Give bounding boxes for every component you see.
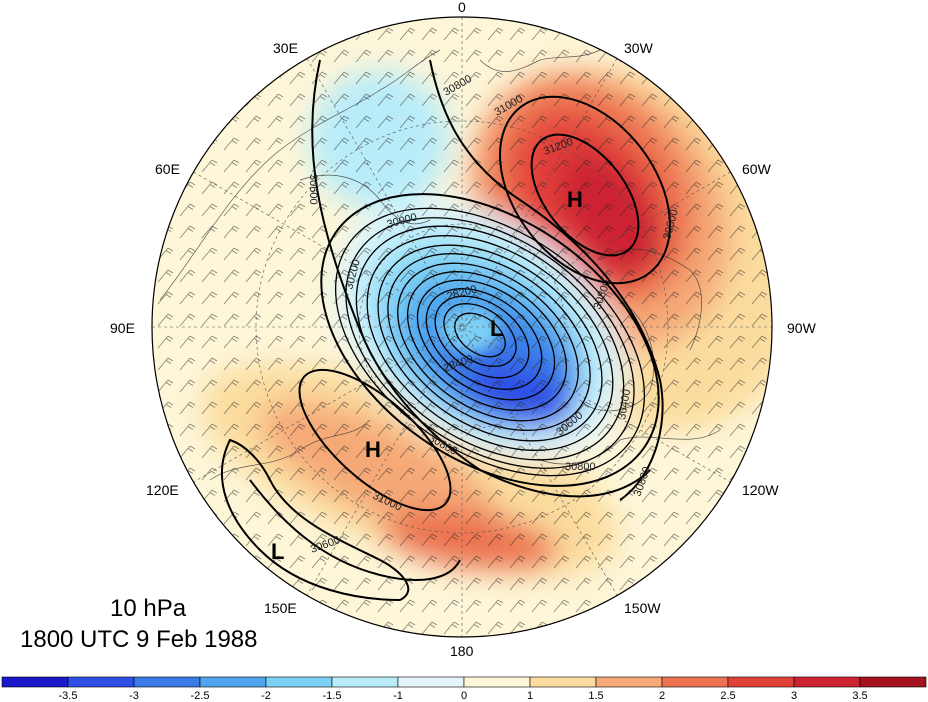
colorbar-segment — [67, 676, 135, 688]
longitude-label-60e: 60E — [155, 161, 180, 177]
colorbar-tick-label: 3.5 — [852, 690, 867, 702]
colorbar-segment — [529, 676, 597, 688]
colorbar-segment — [859, 676, 927, 688]
longitude-label-30w: 30W — [624, 40, 654, 56]
title-level: 10 hPa — [110, 595, 187, 622]
longitude-label-150w: 150W — [624, 600, 661, 616]
colorbar-tick-label: 2 — [659, 690, 665, 702]
title-datetime: 1800 UTC 9 Feb 1988 — [20, 626, 257, 653]
map-boundary — [151, 16, 773, 638]
low-center-label: L — [490, 316, 503, 341]
longitude-label-90e: 90E — [110, 320, 135, 336]
colorbar-tick-label: 3 — [791, 690, 797, 702]
figure-title: 10 hPa 1800 UTC 9 Feb 1988 — [20, 595, 257, 653]
longitude-label-30e: 30E — [273, 40, 298, 56]
high-center-label: H — [567, 187, 583, 212]
contour-label: 30800 — [565, 461, 596, 473]
high-center-label: H — [365, 437, 381, 462]
colorbar-tick-label: -2 — [261, 690, 271, 702]
colorbar-tick-label: 2.5 — [720, 690, 735, 702]
colorbar-segment — [793, 676, 861, 688]
colorbar-tick-label: -1.5 — [323, 690, 342, 702]
colorbar-segment — [463, 676, 531, 688]
colorbar-segment — [661, 676, 729, 688]
colorbar: -3.5 -3 -2.5 -2 -1.5 -1 0 1 1.5 2 2.5 3 3.5 — [1, 676, 927, 702]
longitude-label-0: 0 — [458, 0, 466, 15]
colorbar-segment — [133, 676, 201, 688]
colorbar-segment — [595, 676, 663, 688]
colorbar-segment — [331, 676, 399, 688]
longitude-label-120w: 120W — [742, 482, 779, 498]
colorbar-tick-label: -2.5 — [191, 690, 210, 702]
colorbar-segment — [397, 676, 465, 688]
longitude-label-90w: 90W — [787, 320, 817, 336]
low-center-label: L — [271, 539, 284, 564]
graticule — [152, 17, 772, 637]
longitude-label-120e: 120E — [146, 482, 179, 498]
contour-label: 30400 — [616, 388, 633, 420]
longitude-labels: 0 30W 60W 90W 120W 150W 180 150E 120E 90… — [110, 0, 817, 659]
colorbar-tick-label: -3 — [129, 690, 139, 702]
longitude-label-150e: 150E — [264, 600, 297, 616]
contour-label: 30600 — [307, 174, 319, 205]
longitude-label-60w: 60W — [742, 161, 772, 177]
colorbar-segment — [727, 676, 795, 688]
pressure-centers: H L H L — [271, 187, 583, 564]
longitude-label-180: 180 — [450, 643, 474, 659]
colorbar-segment — [199, 676, 267, 688]
colorbar-tick-label: 1 — [527, 690, 533, 702]
colorbar-segment — [1, 676, 69, 688]
geopotential-contours — [221, 59, 671, 602]
colorbar-tick-label: 1.5 — [588, 690, 603, 702]
colorbar-tick-label: 0 — [461, 690, 467, 702]
colorbar-tick-label: -3.5 — [59, 690, 78, 702]
colorbar-tick-label: -1 — [393, 690, 403, 702]
colorbar-segment — [265, 676, 333, 688]
